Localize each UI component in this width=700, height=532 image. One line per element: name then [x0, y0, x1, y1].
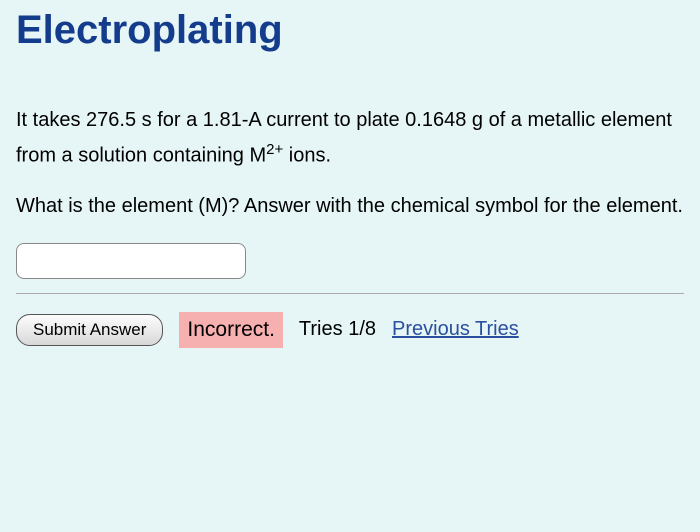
tries-label: Tries [299, 318, 348, 340]
submit-row: Submit Answer Incorrect. Tries 1/8 Previ… [16, 312, 684, 348]
question-text: What is the element (M)? Answer with the… [16, 191, 684, 221]
text: s for a [136, 109, 203, 131]
tries-counter: Tries 1/8 [299, 318, 376, 341]
previous-tries-link[interactable]: Previous Tries [392, 318, 519, 341]
mass-value: 0.1648 [405, 109, 466, 131]
divider [16, 293, 684, 294]
text: ions. [283, 145, 331, 167]
tries-max: 8 [365, 318, 376, 340]
page-title: Electroplating [16, 8, 684, 53]
ion-charge: 2+ [266, 141, 283, 158]
problem-statement: It takes 276.5 s for a 1.81-A current to… [16, 103, 684, 173]
tries-current: 1 [348, 318, 359, 340]
current-value: 1.81 [203, 109, 242, 131]
status-badge: Incorrect. [179, 312, 283, 348]
submit-answer-button[interactable]: Submit Answer [16, 314, 163, 346]
text: -A current to plate [242, 109, 405, 131]
time-value: 276.5 [86, 109, 136, 131]
answer-input[interactable] [16, 243, 246, 279]
text: It takes [16, 109, 86, 131]
